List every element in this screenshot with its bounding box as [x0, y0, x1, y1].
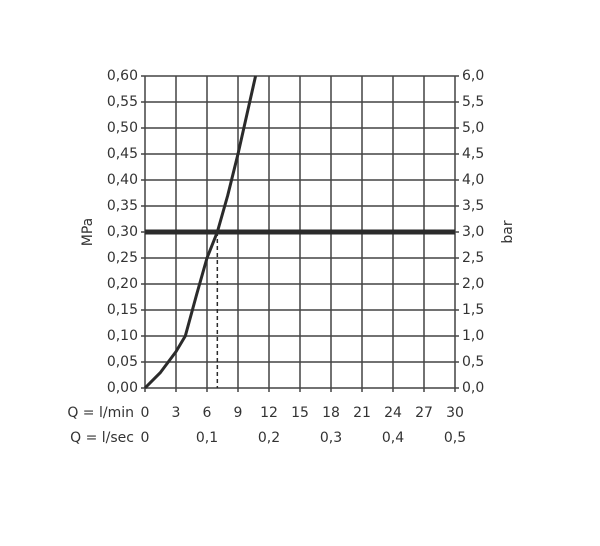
y-axis-label: MPa [80, 218, 96, 246]
x-tick-label: 27 [415, 405, 433, 421]
x-tick-label: 21 [353, 405, 371, 421]
y2-tick-label: 1,5 [462, 302, 484, 318]
x2-tick-label: 0,1 [196, 430, 218, 446]
y-tick-label: 0,40 [107, 172, 138, 188]
x2-tick-label: 0,2 [258, 430, 280, 446]
y2-tick-label: 5,5 [462, 94, 484, 110]
y-tick-label: 0,60 [107, 68, 138, 84]
x-tick-label: 12 [260, 405, 278, 421]
y2-tick-label: 4,0 [462, 172, 484, 188]
y2-tick-label: 0,0 [462, 380, 484, 396]
x-tick-label: 15 [291, 405, 309, 421]
x-axis-label: Q = l/min [67, 405, 134, 421]
y-tick-label: 0,55 [107, 94, 138, 110]
x-tick-label: 30 [446, 405, 464, 421]
x2-tick-label: 0,3 [320, 430, 342, 446]
y-tick-label: 0,20 [107, 276, 138, 292]
y-tick-label: 0,50 [107, 120, 138, 136]
y2-tick-label: 1,0 [462, 328, 484, 344]
y2-tick-label: 4,5 [462, 146, 484, 162]
x-tick-label: 18 [322, 405, 340, 421]
curve [143, 75, 258, 390]
y2-tick-label: 2,5 [462, 250, 484, 266]
y-tick-label: 0,30 [107, 224, 138, 240]
y2-tick-label: 5,0 [462, 120, 484, 136]
y-tick-label: 0,25 [107, 250, 138, 266]
y-tick-label: 0,45 [107, 146, 138, 162]
x-tick-label: 0 [141, 405, 150, 421]
y2-tick-label: 3,0 [462, 224, 484, 240]
x-tick-label: 6 [203, 405, 212, 421]
y-tick-label: 0,00 [107, 380, 138, 396]
y2-tick-label: 6,0 [462, 68, 484, 84]
y2-axis-label: bar [500, 220, 516, 243]
x-tick-label: 24 [384, 405, 402, 421]
x2-axis-label: Q = l/sec [70, 430, 134, 446]
y2-tick-label: 3,5 [462, 198, 484, 214]
x2-tick-label: 0,4 [382, 430, 404, 446]
y-tick-label: 0,35 [107, 198, 138, 214]
y2-tick-label: 0,5 [462, 354, 484, 370]
y-tick-label: 0,05 [107, 354, 138, 370]
x2-tick-label: 0,5 [444, 430, 466, 446]
x2-tick-label: 0 [141, 430, 150, 446]
x-tick-label: 3 [172, 405, 181, 421]
x-tick-label: 9 [234, 405, 243, 421]
y-tick-label: 0,15 [107, 302, 138, 318]
y2-tick-label: 2,0 [462, 276, 484, 292]
y-tick-label: 0,10 [107, 328, 138, 344]
